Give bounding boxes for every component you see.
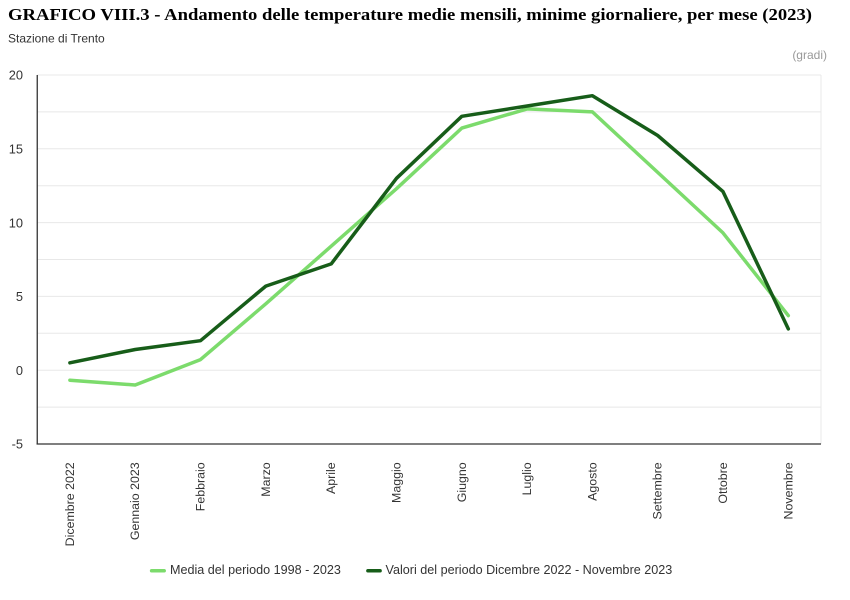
- svg-text:Aprile: Aprile: [324, 462, 338, 494]
- svg-text:Febbraio: Febbraio: [194, 462, 208, 511]
- svg-text:Giugno: Giugno: [455, 462, 469, 502]
- svg-text:15: 15: [9, 142, 23, 157]
- svg-text:0: 0: [16, 363, 23, 378]
- svg-text:10: 10: [9, 215, 23, 230]
- svg-text:GRAFICO VIII.3 - Andamento del: GRAFICO VIII.3 - Andamento delle tempera…: [8, 5, 812, 24]
- svg-text:5: 5: [16, 289, 23, 304]
- svg-text:Ottobre: Ottobre: [716, 462, 730, 503]
- svg-text:Agosto: Agosto: [585, 462, 599, 501]
- svg-text:Settembre: Settembre: [651, 462, 665, 519]
- svg-text:(gradi): (gradi): [792, 48, 827, 62]
- svg-text:Dicembre 2022: Dicembre 2022: [63, 462, 77, 546]
- svg-text:Stazione di Trento: Stazione di Trento: [8, 31, 105, 45]
- svg-text:-5: -5: [12, 437, 23, 452]
- svg-text:Maggio: Maggio: [390, 462, 404, 503]
- svg-text:Media del periodo 1998 - 2023: Media del periodo 1998 - 2023: [170, 563, 341, 577]
- svg-text:Marzo: Marzo: [259, 462, 273, 497]
- svg-text:20: 20: [9, 68, 23, 83]
- svg-text:Luglio: Luglio: [520, 462, 534, 495]
- svg-text:Valori del periodo Dicembre 20: Valori del periodo Dicembre 2022 - Novem…: [386, 563, 673, 577]
- svg-text:Gennaio 2023: Gennaio 2023: [128, 462, 142, 540]
- svg-text:Novembre: Novembre: [781, 462, 795, 519]
